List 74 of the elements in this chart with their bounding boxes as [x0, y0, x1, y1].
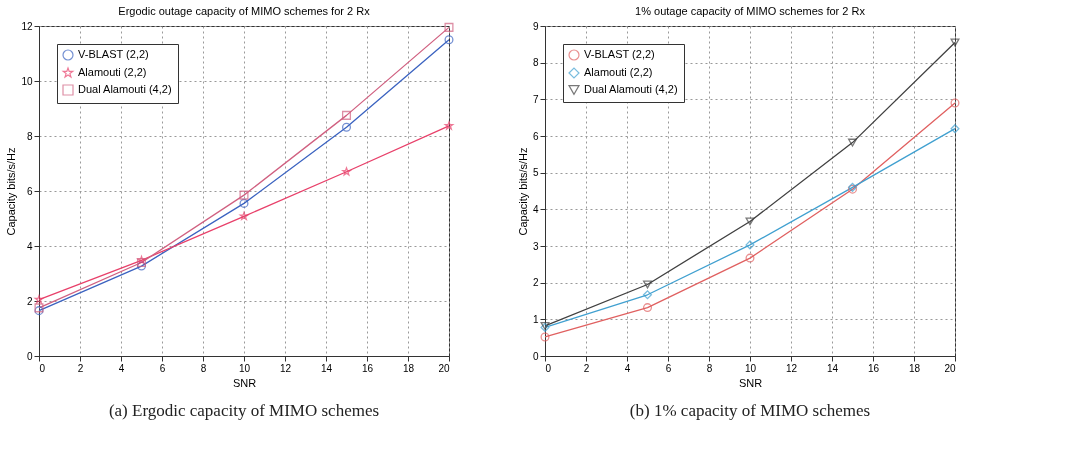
point [642, 290, 653, 300]
point [444, 22, 454, 32]
x-tick-label: 10 [744, 362, 757, 374]
x-tick-label: 2 [583, 362, 590, 374]
chart-title: Ergodic outage capacity of MIMO schemes for 2 Rx [118, 4, 371, 17]
point [34, 295, 44, 304]
x-tick-label: 20 [944, 362, 956, 374]
x-tick-label: 8 [200, 362, 207, 374]
y-tick-label: 4 [26, 240, 33, 252]
y-tick-label: 7 [532, 93, 539, 105]
legend-label: Dual Alamouti (4,2) [584, 83, 678, 95]
x-tick-label: 16 [867, 362, 880, 374]
point [341, 110, 352, 120]
x-tick-label: 14 [320, 362, 333, 374]
point [950, 98, 960, 108]
point [847, 138, 858, 147]
y-tick-label: 1 [532, 313, 539, 325]
y-tick-label: 2 [26, 295, 33, 307]
y-tick-label: 0 [26, 350, 33, 362]
legend-label: V-BLAST (2,2) [584, 48, 655, 60]
point [745, 217, 755, 226]
point [950, 38, 960, 47]
point [444, 35, 454, 45]
x-tick-label: 0 [545, 362, 552, 374]
x-tick-label: 12 [785, 362, 798, 374]
y-tick-label: 12 [21, 20, 33, 32]
y-tick-label: 2 [532, 277, 539, 289]
text: (b) 1% capacity of MIMO schemes [629, 401, 871, 420]
x-tick-label: 18 [908, 362, 921, 374]
y-tick-label: 0 [532, 350, 539, 362]
y-tick-label: 6 [26, 185, 33, 197]
x-tick-label: 2 [77, 362, 84, 374]
y-tick-label: 6 [532, 130, 539, 142]
legend-label: V-BLAST (2,2) [78, 48, 149, 60]
y-tick-label: 5 [532, 167, 539, 179]
point [745, 253, 755, 263]
point [342, 167, 351, 176]
text: (a) Ergodic capacity of MIMO schemes [108, 401, 380, 420]
x-tick-label: 8 [706, 362, 713, 374]
x-axis-title: SNR [232, 376, 257, 389]
y-tick-label: 10 [21, 75, 33, 87]
point [341, 122, 352, 132]
point [950, 124, 960, 134]
x-tick-label: 16 [361, 362, 374, 374]
y-tick-label: 8 [26, 130, 33, 142]
y-tick-label: 4 [532, 203, 539, 215]
y-tick-label: 9 [532, 20, 539, 32]
x-tick-label: 0 [39, 362, 46, 374]
x-tick-label: 10 [238, 362, 251, 374]
x-tick-label: 6 [159, 362, 166, 374]
x-tick-label: 4 [118, 362, 125, 374]
legend-label: Dual Alamouti (4,2) [78, 83, 172, 95]
point [239, 190, 249, 200]
y-axis-title: Capacity bits/s/Hz [5, 147, 18, 236]
x-tick-label: 20 [438, 362, 450, 374]
point [239, 198, 249, 208]
legend-label: Alamouti (2,2) [78, 66, 147, 78]
x-axis-title: SNR [738, 376, 763, 389]
point [642, 303, 653, 313]
point [239, 211, 249, 221]
legend-label: Alamouti (2,2) [584, 66, 653, 78]
x-tick-label: 14 [826, 362, 839, 374]
x-tick-label: 18 [402, 362, 415, 374]
point [540, 332, 550, 342]
y-tick-label: 8 [532, 57, 539, 69]
point [444, 121, 454, 130]
x-tick-label: 12 [279, 362, 292, 374]
y-tick-label: 3 [532, 240, 539, 252]
x-tick-label: 6 [665, 362, 672, 374]
point [642, 280, 653, 289]
chart-title: 1% outage capacity of MIMO schemes for 2 Rx [635, 5, 866, 17]
y-axis-title: Capacity bits/s/Hz [516, 147, 529, 236]
x-tick-label: 4 [624, 362, 631, 374]
point [745, 240, 755, 250]
